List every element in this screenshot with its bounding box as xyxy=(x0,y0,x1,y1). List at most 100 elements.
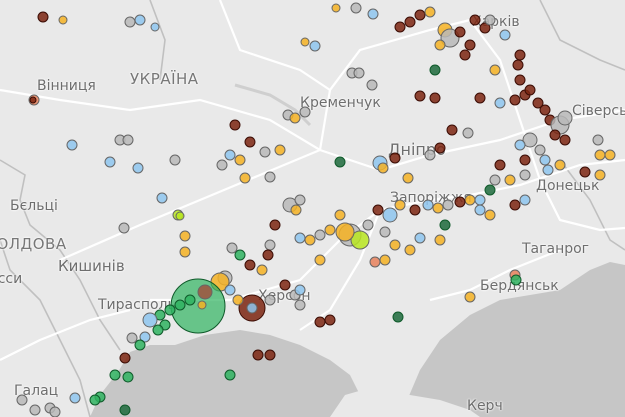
event-marker-dark-green[interactable] xyxy=(392,311,404,323)
event-marker-dark-green[interactable] xyxy=(119,404,131,416)
event-marker-orange[interactable] xyxy=(594,169,606,181)
event-marker-dark-red[interactable] xyxy=(539,104,551,116)
event-marker-blue[interactable] xyxy=(66,139,78,151)
event-marker-green[interactable] xyxy=(109,369,121,381)
event-marker-dark-green[interactable] xyxy=(484,184,496,196)
event-marker-blue[interactable] xyxy=(367,8,379,20)
event-marker-orange[interactable] xyxy=(464,194,476,206)
event-marker-orange[interactable] xyxy=(256,264,268,276)
event-marker-gray[interactable] xyxy=(592,134,604,146)
event-marker-orange[interactable] xyxy=(434,39,446,51)
event-marker-dark-red[interactable] xyxy=(464,39,476,51)
event-marker-blue[interactable] xyxy=(539,154,551,166)
event-marker-dark-red[interactable] xyxy=(404,16,416,28)
event-marker-dark-red[interactable] xyxy=(524,84,536,96)
event-marker-dark-red[interactable] xyxy=(372,204,384,216)
event-marker-orange[interactable] xyxy=(314,254,326,266)
event-marker-gray[interactable] xyxy=(440,28,460,48)
event-marker-dark-green[interactable] xyxy=(439,219,451,231)
event-marker-dark-red[interactable] xyxy=(446,124,458,136)
event-marker-gray[interactable] xyxy=(522,132,538,148)
event-marker-blue[interactable] xyxy=(134,14,146,26)
event-marker-dark-red[interactable] xyxy=(119,352,131,364)
event-marker-dark-red[interactable] xyxy=(262,249,274,261)
event-marker-dark-red[interactable] xyxy=(389,152,401,164)
event-marker-gray[interactable] xyxy=(226,242,238,254)
event-marker-gray[interactable] xyxy=(489,174,501,186)
event-marker-blue[interactable] xyxy=(499,29,511,41)
event-marker-green[interactable] xyxy=(234,249,246,261)
event-marker-dark-red[interactable] xyxy=(514,49,526,61)
event-marker-dark-red[interactable] xyxy=(264,349,276,361)
event-marker-dark-red[interactable] xyxy=(434,142,446,154)
event-marker-gray[interactable] xyxy=(362,219,374,231)
event-marker-blue[interactable] xyxy=(224,149,236,161)
event-marker-orange[interactable] xyxy=(432,202,444,214)
event-marker-dark-red[interactable] xyxy=(509,199,521,211)
event-marker-orange[interactable] xyxy=(389,239,401,251)
event-marker-gray[interactable] xyxy=(124,16,136,28)
event-marker-blue[interactable] xyxy=(150,22,160,32)
event-marker-gray[interactable] xyxy=(519,169,531,181)
event-marker-brown[interactable] xyxy=(197,284,213,300)
event-marker-blue[interactable] xyxy=(142,312,158,328)
event-marker-orange[interactable] xyxy=(604,149,616,161)
event-marker-dark-green[interactable] xyxy=(429,64,441,76)
event-marker-blue[interactable] xyxy=(246,302,258,314)
event-marker-gray[interactable] xyxy=(264,239,276,251)
event-marker-blue[interactable] xyxy=(294,284,306,296)
event-marker-orange[interactable] xyxy=(484,209,496,221)
event-marker-lime[interactable] xyxy=(350,230,370,250)
event-marker-dark-red[interactable] xyxy=(549,129,561,141)
event-marker-dark-red[interactable] xyxy=(469,14,481,26)
event-marker-orange[interactable] xyxy=(274,144,286,156)
event-marker-gray[interactable] xyxy=(484,14,496,26)
event-marker-orange[interactable] xyxy=(304,234,316,246)
event-marker-orange[interactable] xyxy=(464,291,476,303)
event-marker-blue[interactable] xyxy=(104,156,116,168)
event-marker-gray[interactable] xyxy=(122,134,134,146)
event-marker-dark-red[interactable] xyxy=(414,90,426,102)
event-marker-orange[interactable] xyxy=(197,300,207,310)
event-marker-orange[interactable] xyxy=(402,172,414,184)
event-marker-green[interactable] xyxy=(164,304,176,316)
event-marker-gray[interactable] xyxy=(16,394,28,406)
event-marker-gray[interactable] xyxy=(294,194,306,206)
event-marker-green[interactable] xyxy=(174,299,186,311)
event-marker-orange[interactable] xyxy=(58,15,68,25)
event-marker-orange[interactable] xyxy=(179,230,191,242)
event-marker-orange[interactable] xyxy=(424,6,436,18)
event-marker-green[interactable] xyxy=(89,394,101,406)
event-marker-orange[interactable] xyxy=(554,159,566,171)
event-marker-dark-red[interactable] xyxy=(514,74,526,86)
event-marker-dark-red[interactable] xyxy=(394,21,406,33)
event-marker-salmon[interactable] xyxy=(369,256,381,268)
event-marker-gray[interactable] xyxy=(299,106,311,118)
event-marker-dark-red[interactable] xyxy=(414,9,426,21)
event-marker-dark-red[interactable] xyxy=(244,259,256,271)
event-marker-blue[interactable] xyxy=(132,162,144,174)
event-marker-blue[interactable] xyxy=(519,194,531,206)
event-marker-blue[interactable] xyxy=(382,207,398,223)
event-marker-dark-red[interactable] xyxy=(252,349,264,361)
event-marker-blue[interactable] xyxy=(474,204,486,216)
event-marker-dark-red[interactable] xyxy=(409,204,421,216)
event-marker-dark-red[interactable] xyxy=(579,166,591,178)
event-marker-gray[interactable] xyxy=(264,171,276,183)
event-marker-gray[interactable] xyxy=(366,79,378,91)
event-marker-gray[interactable] xyxy=(534,144,546,156)
event-marker-dark-red[interactable] xyxy=(269,219,281,231)
event-marker-dark-red[interactable] xyxy=(324,314,336,326)
event-marker-dark-red[interactable] xyxy=(429,92,441,104)
event-marker-blue[interactable] xyxy=(309,40,321,52)
event-marker-gray[interactable] xyxy=(353,67,365,79)
event-marker-orange[interactable] xyxy=(335,222,355,242)
event-marker-blue[interactable] xyxy=(156,192,168,204)
event-marker-gray[interactable] xyxy=(379,226,391,238)
event-marker-gray[interactable] xyxy=(294,299,306,311)
event-marker-orange[interactable] xyxy=(232,294,244,306)
event-marker-dark-red[interactable] xyxy=(559,134,571,146)
event-marker-dark-red[interactable] xyxy=(454,196,466,208)
event-marker-blue[interactable] xyxy=(494,97,506,109)
event-marker-blue[interactable] xyxy=(474,194,486,206)
